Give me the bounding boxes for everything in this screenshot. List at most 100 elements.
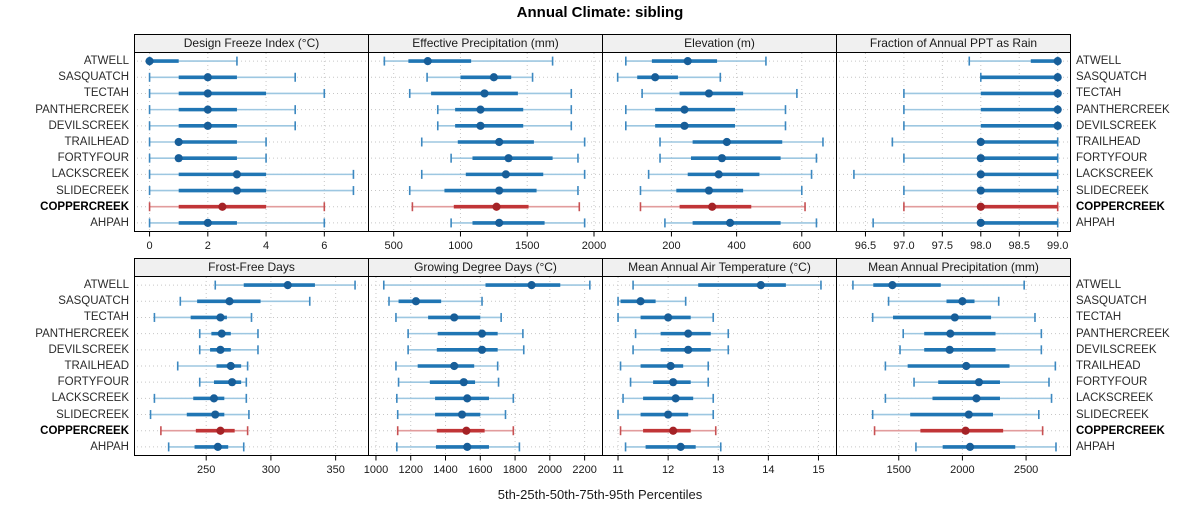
axis-tick-label: 11 [612, 464, 623, 476]
median-dot [174, 154, 183, 163]
median-dot [974, 378, 984, 387]
site-label-right-ahpah: AHPAH [1076, 217, 1115, 229]
site-label-left-sasquatch: SASQUATCH [58, 295, 129, 307]
percentiles-caption: 5th-25th-50th-75th-95th Percentiles [497, 487, 703, 502]
median-dot [976, 137, 985, 147]
axis-tick-label: 97.5 [932, 240, 953, 252]
median-dot [203, 121, 212, 130]
panel-strip-title: Frost-Free Days [135, 259, 368, 277]
site-label-right-sasquatch: SASQUATCH [1076, 295, 1147, 307]
site-label-right-atwell: ATWELL [1076, 55, 1122, 67]
panel-x-axis: 96.5 97.0 97.5 98.0 98.5 99.0 [855, 232, 1068, 252]
panel-strip-title: Elevation (m) [603, 35, 836, 53]
median-dot [501, 170, 510, 179]
axis-tick-label: 1000 [364, 464, 388, 476]
site-label-right-fortyfour: FORTYFOUR [1076, 152, 1148, 164]
median-dot [684, 345, 693, 354]
panel-plot-area [137, 277, 366, 455]
site-label-right-coppercreek: COPPERCREEK [1076, 425, 1165, 437]
axis-tick-label: 14 [762, 464, 774, 476]
site-label-right-trailhead: TRAILHEAD [1076, 136, 1141, 148]
site-label-left-tectah: TECTAH [83, 87, 129, 99]
median-dot [232, 186, 242, 195]
median-dot [965, 442, 975, 452]
median-dot [964, 410, 973, 419]
median-dot [476, 121, 485, 130]
axis-tick-label: 1500 [887, 464, 911, 476]
site-label-right-devilscreek: DEVILSCREEK [1076, 120, 1157, 132]
median-dot [492, 202, 501, 211]
axis-tick-label: 12 [662, 464, 674, 476]
site-label-right-ahpah: AHPAH [1076, 441, 1115, 453]
median-dot [680, 121, 689, 130]
panel-design-freeze-index-c: Design Freeze Index (°C) [134, 34, 369, 232]
median-dot [671, 394, 680, 403]
panel-plot-area [839, 277, 1068, 455]
median-dot [972, 394, 981, 403]
median-dot [976, 202, 985, 211]
axis-tick-label: 600 [793, 240, 811, 252]
median-dot [227, 378, 237, 387]
median-dot [669, 426, 678, 435]
panel-mean-annual-air-temperature-c: Mean Annual Air Temperature (°C) [602, 258, 837, 456]
median-dot [1053, 121, 1062, 130]
median-dot [217, 329, 226, 338]
median-dot [680, 105, 689, 114]
median-dot [664, 410, 673, 419]
median-dot [495, 186, 504, 195]
axis-tick-label: 1000 [448, 240, 472, 252]
panel-elevation-m: Elevation (m) [602, 34, 837, 232]
median-dot [450, 361, 459, 371]
site-label-left-devilscreek: DEVILSCREEK [48, 344, 129, 356]
median-dot [976, 218, 985, 228]
site-label-left-sasquatch: SASQUATCH [58, 71, 129, 83]
median-dot [888, 280, 897, 290]
axis-tick-label: 250 [197, 464, 215, 476]
median-dot [203, 73, 212, 82]
median-dot [480, 89, 489, 98]
axis-tick-label: 1800 [503, 464, 527, 476]
median-dot [664, 313, 673, 322]
median-dot [203, 89, 212, 98]
median-dot [962, 361, 971, 371]
median-dot [708, 202, 717, 211]
site-label-left-atwell: ATWELL [83, 55, 129, 67]
axis-tick-label: 1500 [515, 240, 539, 252]
median-dot [684, 329, 693, 338]
panel-plot-area [371, 53, 600, 231]
median-dot [946, 329, 955, 338]
median-dot [669, 378, 678, 387]
median-dot [203, 218, 212, 228]
axis-tick-label: 1200 [398, 464, 422, 476]
panel-x-axis: 200 400 600 [662, 232, 811, 252]
axis-tick-label: 2000 [582, 240, 606, 252]
median-dot [683, 56, 692, 66]
site-label-right-devilscreek: DEVILSCREEK [1076, 344, 1157, 356]
site-label-left-fortyfour: FORTYFOUR [57, 376, 129, 388]
axis-tick-label: 15 [812, 464, 824, 476]
axis-tick-label: 1400 [433, 464, 457, 476]
axis-tick-label: 2200 [572, 464, 596, 476]
median-dot [717, 154, 727, 163]
median-dot [450, 313, 459, 322]
median-dot [145, 56, 154, 66]
median-dot [209, 394, 219, 403]
axis-tick-label: 1600 [468, 464, 492, 476]
median-dot [504, 154, 513, 163]
site-label-right-trailhead: TRAILHEAD [1076, 360, 1141, 372]
median-dot [666, 361, 675, 371]
median-dot [423, 56, 432, 66]
median-dot [1053, 73, 1062, 82]
axis-tick-label: 96.5 [855, 240, 876, 252]
site-label-right-tectah: TECTAH [1076, 87, 1122, 99]
site-label-left-slidecreek: SLIDECREEK [56, 185, 129, 197]
site-label-left-trailhead: TRAILHEAD [64, 360, 129, 372]
median-dot [704, 89, 714, 98]
site-label-right-coppercreek: COPPERCREEK [1076, 201, 1165, 213]
median-dot [651, 73, 660, 82]
site-label-right-atwell: ATWELL [1076, 279, 1122, 291]
panel-x-axis: 11 12 13 14 15 [612, 456, 825, 476]
median-dot [462, 426, 471, 435]
median-dot [477, 345, 487, 354]
median-dot [457, 410, 467, 419]
